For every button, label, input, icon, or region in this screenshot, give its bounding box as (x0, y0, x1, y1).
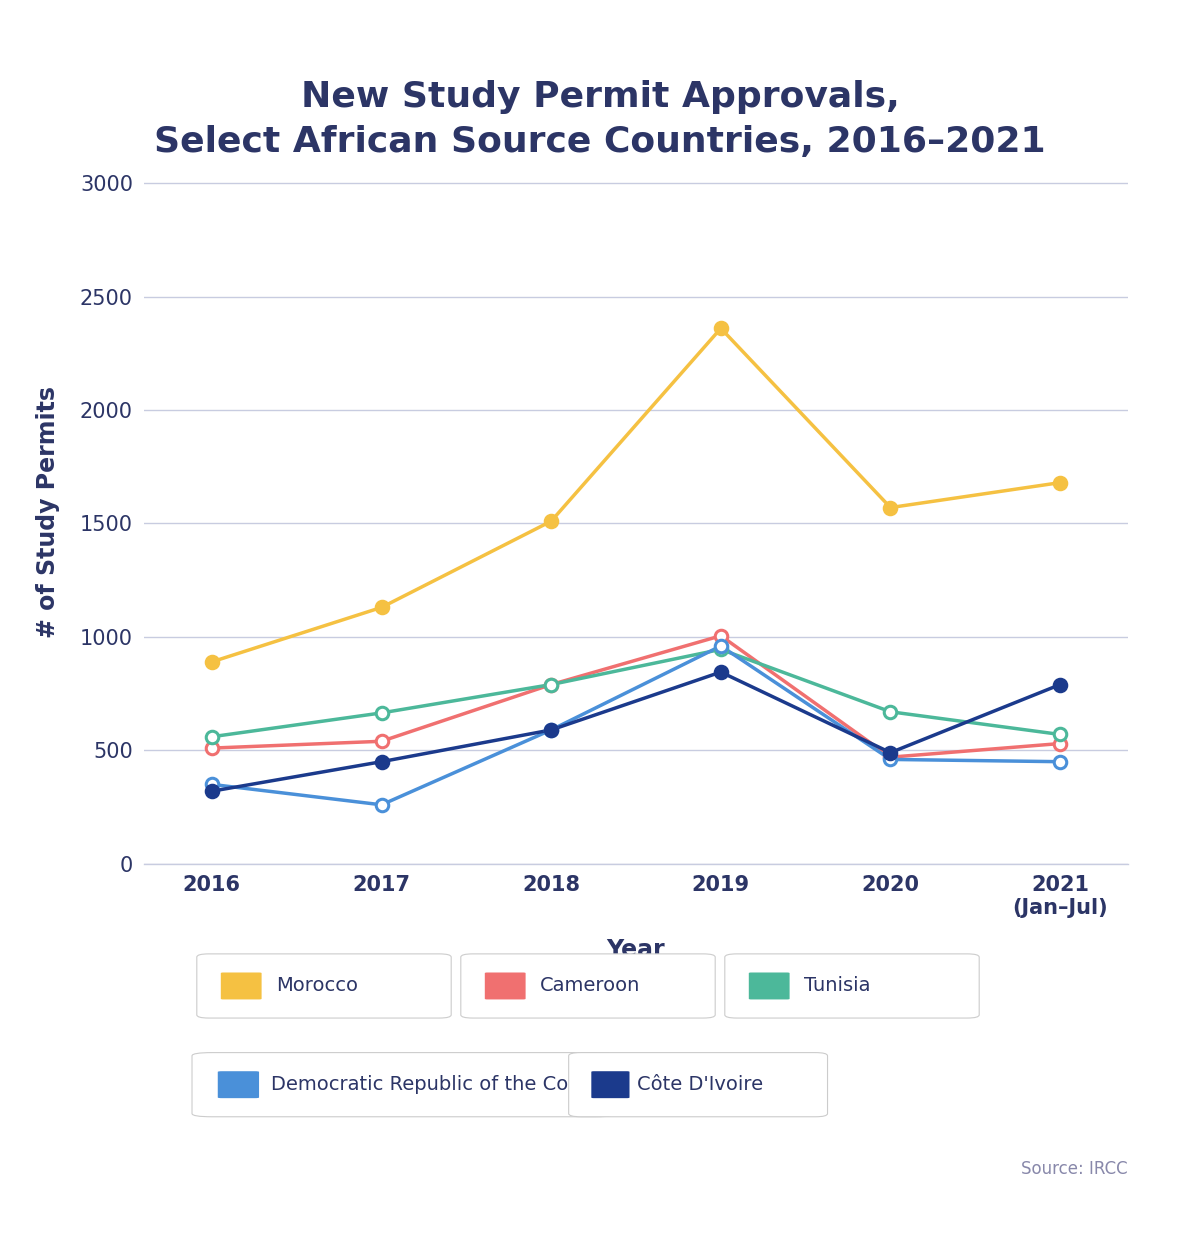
FancyBboxPatch shape (485, 972, 526, 1000)
Y-axis label: # of Study Permits: # of Study Permits (36, 386, 60, 638)
FancyBboxPatch shape (749, 972, 790, 1000)
X-axis label: Year: Year (607, 938, 665, 961)
FancyBboxPatch shape (197, 954, 451, 1018)
Text: Morocco: Morocco (276, 976, 358, 996)
FancyBboxPatch shape (569, 1053, 828, 1117)
Text: Cameroon: Cameroon (540, 976, 641, 996)
FancyBboxPatch shape (725, 954, 979, 1018)
FancyBboxPatch shape (592, 1071, 630, 1098)
FancyBboxPatch shape (217, 1071, 259, 1098)
FancyBboxPatch shape (461, 954, 715, 1018)
Text: New Study Permit Approvals,
Select African Source Countries, 2016–2021: New Study Permit Approvals, Select Afric… (154, 80, 1046, 159)
Text: Tunisia: Tunisia (804, 976, 870, 996)
Text: Côte D'Ivoire: Côte D'Ivoire (637, 1075, 763, 1095)
Text: Democratic Republic of the Congo: Democratic Republic of the Congo (271, 1075, 605, 1095)
Text: Source: IRCC: Source: IRCC (1021, 1160, 1128, 1178)
FancyBboxPatch shape (221, 972, 262, 1000)
FancyBboxPatch shape (192, 1053, 616, 1117)
